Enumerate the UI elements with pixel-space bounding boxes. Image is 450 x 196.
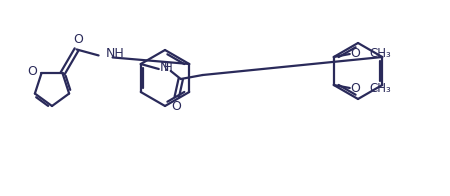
Text: N: N — [160, 61, 169, 74]
Text: O: O — [27, 65, 37, 78]
Text: O: O — [350, 47, 360, 60]
Text: CH₃: CH₃ — [370, 47, 392, 60]
Text: NH: NH — [106, 47, 124, 60]
Text: O: O — [171, 100, 181, 113]
Text: O: O — [350, 82, 360, 95]
Text: CH₃: CH₃ — [370, 82, 392, 95]
Text: O: O — [74, 33, 84, 46]
Text: H: H — [164, 61, 172, 74]
